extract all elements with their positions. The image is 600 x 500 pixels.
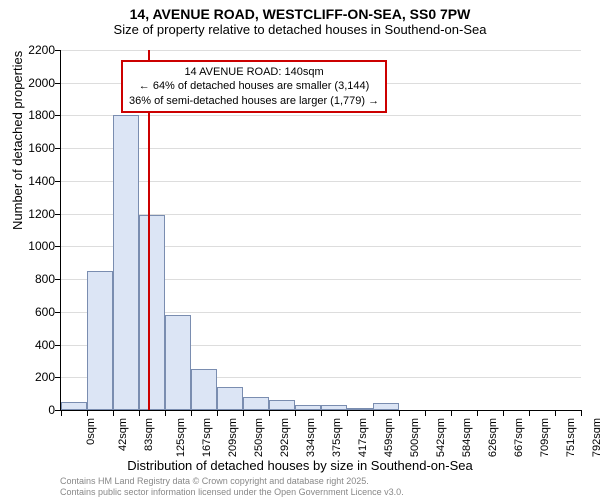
y-tick bbox=[55, 377, 61, 378]
plot-region: 0200400600800100012001400160018002000220… bbox=[60, 50, 581, 411]
x-tick-label: 626sqm bbox=[487, 418, 499, 457]
histogram-bar bbox=[61, 402, 87, 410]
annot-line3: 36% of semi-detached houses are larger (… bbox=[129, 94, 379, 108]
histogram-bar bbox=[373, 403, 399, 410]
y-tick-label: 1000 bbox=[15, 239, 55, 253]
chart-container: 14, AVENUE ROAD, WESTCLIFF-ON-SEA, SS0 7… bbox=[0, 0, 600, 500]
gridline bbox=[61, 115, 581, 116]
annotation-box: 14 AVENUE ROAD: 140sqm← 64% of detached … bbox=[121, 60, 387, 113]
y-tick bbox=[55, 83, 61, 84]
histogram-bar bbox=[295, 405, 321, 410]
x-tick-label: 792sqm bbox=[591, 418, 600, 457]
histogram-bar bbox=[243, 397, 269, 410]
x-tick bbox=[243, 410, 244, 416]
y-tick-label: 200 bbox=[15, 370, 55, 384]
x-tick bbox=[165, 410, 166, 416]
x-tick-label: 417sqm bbox=[357, 418, 369, 457]
x-tick bbox=[529, 410, 530, 416]
gridline bbox=[61, 148, 581, 149]
y-tick-label: 1800 bbox=[15, 108, 55, 122]
histogram-bar bbox=[347, 408, 373, 410]
histogram-bar bbox=[113, 115, 139, 410]
x-tick-label: 375sqm bbox=[331, 418, 343, 457]
y-tick bbox=[55, 312, 61, 313]
x-tick bbox=[269, 410, 270, 416]
x-tick bbox=[425, 410, 426, 416]
histogram-bar bbox=[217, 387, 243, 410]
x-tick-label: 459sqm bbox=[383, 418, 395, 457]
x-tick-label: 0sqm bbox=[85, 418, 97, 445]
x-tick-label: 667sqm bbox=[513, 418, 525, 457]
chart-title: 14, AVENUE ROAD, WESTCLIFF-ON-SEA, SS0 7… bbox=[0, 0, 600, 22]
y-tick bbox=[55, 345, 61, 346]
chart-area: 0200400600800100012001400160018002000220… bbox=[60, 50, 580, 410]
x-tick bbox=[61, 410, 62, 416]
x-tick bbox=[191, 410, 192, 416]
annot-line2: ← 64% of detached houses are smaller (3,… bbox=[129, 79, 379, 93]
y-tick-label: 1200 bbox=[15, 207, 55, 221]
x-tick-label: 209sqm bbox=[227, 418, 239, 457]
y-tick bbox=[55, 115, 61, 116]
x-tick bbox=[321, 410, 322, 416]
x-tick bbox=[217, 410, 218, 416]
x-tick-label: 250sqm bbox=[253, 418, 265, 457]
x-tick-label: 500sqm bbox=[409, 418, 421, 457]
y-tick bbox=[55, 50, 61, 51]
y-tick bbox=[55, 148, 61, 149]
x-tick-label: 83sqm bbox=[143, 418, 155, 451]
y-tick bbox=[55, 181, 61, 182]
y-tick-label: 1600 bbox=[15, 141, 55, 155]
histogram-bar bbox=[191, 369, 217, 410]
x-tick-label: 334sqm bbox=[305, 418, 317, 457]
footer-line1: Contains HM Land Registry data © Crown c… bbox=[60, 476, 404, 487]
gridline bbox=[61, 181, 581, 182]
x-tick bbox=[139, 410, 140, 416]
x-tick bbox=[399, 410, 400, 416]
x-tick-label: 542sqm bbox=[435, 418, 447, 457]
x-tick bbox=[373, 410, 374, 416]
x-tick bbox=[451, 410, 452, 416]
chart-subtitle: Size of property relative to detached ho… bbox=[0, 22, 600, 41]
x-tick bbox=[113, 410, 114, 416]
gridline bbox=[61, 50, 581, 51]
x-tick-label: 42sqm bbox=[117, 418, 129, 451]
y-tick-label: 1400 bbox=[15, 174, 55, 188]
x-tick bbox=[347, 410, 348, 416]
y-tick-label: 0 bbox=[15, 403, 55, 417]
x-tick-label: 125sqm bbox=[175, 418, 187, 457]
x-tick-label: 709sqm bbox=[539, 418, 551, 457]
x-tick-label: 167sqm bbox=[201, 418, 213, 457]
x-tick bbox=[295, 410, 296, 416]
y-tick-label: 800 bbox=[15, 272, 55, 286]
histogram-bar bbox=[321, 405, 347, 410]
x-axis-label: Distribution of detached houses by size … bbox=[0, 458, 600, 473]
histogram-bar bbox=[269, 400, 295, 410]
x-tick-label: 292sqm bbox=[279, 418, 291, 457]
footer-text: Contains HM Land Registry data © Crown c… bbox=[60, 476, 404, 498]
x-tick bbox=[87, 410, 88, 416]
y-tick bbox=[55, 246, 61, 247]
y-tick-label: 600 bbox=[15, 305, 55, 319]
x-tick bbox=[581, 410, 582, 416]
histogram-bar bbox=[139, 215, 165, 410]
x-tick bbox=[555, 410, 556, 416]
y-tick-label: 2200 bbox=[15, 43, 55, 57]
histogram-bar bbox=[87, 271, 113, 410]
annot-line1: 14 AVENUE ROAD: 140sqm bbox=[129, 65, 379, 79]
histogram-bar bbox=[165, 315, 191, 410]
x-tick bbox=[503, 410, 504, 416]
y-tick-label: 2000 bbox=[15, 76, 55, 90]
y-tick-label: 400 bbox=[15, 338, 55, 352]
y-tick bbox=[55, 279, 61, 280]
footer-line2: Contains public sector information licen… bbox=[60, 487, 404, 498]
x-tick-label: 751sqm bbox=[565, 418, 577, 457]
y-tick bbox=[55, 214, 61, 215]
x-tick-label: 584sqm bbox=[461, 418, 473, 457]
x-tick bbox=[477, 410, 478, 416]
